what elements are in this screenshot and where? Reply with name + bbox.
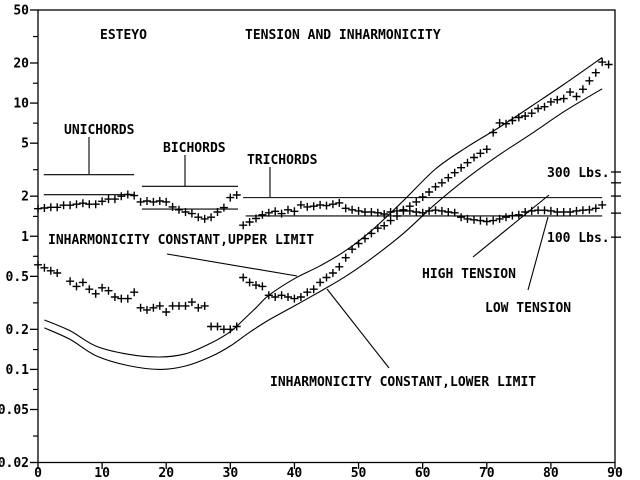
y-tick-label: 1: [21, 230, 29, 245]
tension-unichords-markers: [34, 190, 139, 213]
x-tick-label: 0: [34, 466, 42, 480]
right-axis-label: 100 Lbs.: [547, 231, 610, 246]
y-tick-label: 10: [13, 97, 29, 112]
tension-bichords-markers: [136, 191, 241, 223]
low-tension-leader: [527, 216, 549, 291]
y-tick-label: 2: [21, 190, 29, 205]
x-tick-label: 60: [415, 466, 431, 480]
x-tick-label: 10: [94, 466, 110, 480]
x-tick-label: 70: [479, 466, 495, 480]
inharmonicity-lower-limit: [44, 88, 603, 370]
x-tick-label: 90: [607, 466, 623, 480]
label-low-tension: LOW TENSION: [485, 301, 571, 316]
inharmonicity-constant-markers: [34, 58, 613, 334]
lower-limit-leader: [326, 288, 390, 369]
y-tick-label: 5: [21, 137, 29, 152]
inharmonicity-upper-limit: [44, 57, 603, 358]
y-tick-label: 20: [13, 56, 29, 71]
right-axis-label: 300 Lbs.: [547, 166, 610, 181]
label-inharmonicity-lower-limit: INHARMONICITY CONSTANT,LOWER LIMIT: [270, 375, 536, 390]
x-tick-label: 20: [158, 466, 174, 480]
x-tick-label: 80: [543, 466, 559, 480]
label-unichords: UNICHORDS: [64, 123, 135, 138]
label-trichords: TRICHORDS: [247, 153, 318, 168]
upper-limit-leader: [166, 253, 298, 277]
y-tick-label: 0.05: [0, 403, 29, 418]
chart-title: TENSION AND INHARMONICITY: [245, 28, 441, 43]
y-tick-label: 0.2: [6, 323, 29, 338]
label-bichords: BICHORDS: [163, 141, 226, 156]
x-tick-label: 40: [287, 466, 303, 480]
y-tick-label: 0.5: [6, 270, 29, 285]
label-high-tension: HIGH TENSION: [422, 267, 516, 282]
x-tick-label: 50: [351, 466, 367, 480]
y-tick-label: 0.02: [0, 456, 29, 471]
x-tick-label: 30: [223, 466, 239, 480]
brand-label: ESTEYO: [100, 28, 147, 43]
label-inharmonicity-upper-limit: INHARMONICITY CONSTANT,UPPER LIMIT: [48, 233, 314, 248]
y-tick-label: 0.1: [6, 363, 30, 378]
y-tick-label: 50: [13, 4, 29, 19]
high-tension-leader: [472, 194, 550, 258]
